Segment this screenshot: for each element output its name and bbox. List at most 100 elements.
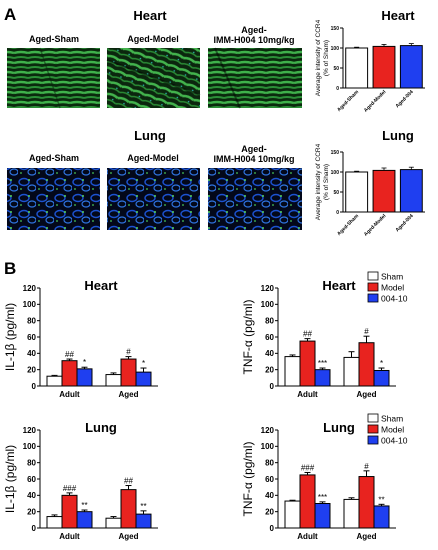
x-tick-label: Adult <box>297 532 318 541</box>
y-tick-label: 0 <box>270 524 275 533</box>
y-tick-label: 100 <box>331 170 340 176</box>
y-tick-label: 60 <box>27 475 36 484</box>
legend-label: Sham <box>381 272 403 282</box>
bar <box>399 45 423 89</box>
x-tick-label: Adult <box>297 390 318 399</box>
heart-micrograph-drug <box>208 48 302 108</box>
lung-micrograph-model <box>107 168 200 230</box>
legend-label: Model <box>381 283 404 293</box>
significance-mark: ## <box>124 477 133 486</box>
y-tick-label: 40 <box>265 349 274 358</box>
chart-a-lung-title: Lung <box>382 128 414 143</box>
y-tick-label: 100 <box>261 442 275 451</box>
y-tick-label: 60 <box>265 475 274 484</box>
y-tick-label: 100 <box>23 300 37 309</box>
legend-label: Sham <box>381 414 403 424</box>
bar-model <box>120 489 137 529</box>
bar-model <box>61 360 78 387</box>
heart-image-label-drug: Aged-IMM-H004 10mg/kg <box>213 25 294 45</box>
x-tick-label: Aged-Sham <box>336 89 360 113</box>
x-tick-label: Aged-Model <box>363 89 388 114</box>
legend-label: 004-10 <box>381 436 408 446</box>
chart-title: Heart <box>84 278 118 293</box>
bar-004-10 <box>135 371 152 387</box>
chart-title: Lung <box>323 420 355 435</box>
y-tick-label: 100 <box>23 442 37 451</box>
chart-lung-tnfa: 0 20 40 60 80 100 120 TNF-α (pg/ml) Lung ### *** Ad… <box>241 414 408 542</box>
y-tick-label: 50 <box>333 190 339 196</box>
bar-model <box>299 340 316 387</box>
x-tick-label: Aged <box>119 390 139 399</box>
x-tick-label: Adult <box>59 532 80 541</box>
x-tick-label: Aged <box>119 532 139 541</box>
heart-micrograph-model <box>107 48 200 108</box>
y-tick-label: 150 <box>331 150 340 156</box>
y-tick-label: 0 <box>336 210 339 216</box>
bar-004-10 <box>373 369 390 387</box>
y-tick-label: 80 <box>27 458 36 467</box>
bar-sham <box>46 516 63 529</box>
y-tick-label: 120 <box>261 426 275 435</box>
x-tick-label: Aged <box>357 532 377 541</box>
legend-label: 004-10 <box>381 294 408 304</box>
legend-swatch-sham <box>367 413 379 423</box>
heart-image-label-sham: Aged-Sham <box>29 34 79 44</box>
y-tick-label: 120 <box>23 426 37 435</box>
x-tick-label: Aged-Model <box>363 213 388 238</box>
lung-image-label-model: Aged-Model <box>127 153 179 163</box>
y-tick-label: 20 <box>265 507 274 516</box>
y-tick-label: 120 <box>23 284 37 293</box>
significance-mark: ** <box>81 501 87 510</box>
y-axis-label: IL-1β (pg/ml) <box>3 303 17 371</box>
bar-sham <box>284 356 301 387</box>
significance-mark: * <box>380 359 383 368</box>
legend-swatch-004-10 <box>367 293 379 303</box>
legend-swatch-model <box>367 282 379 292</box>
bar <box>372 169 396 213</box>
chart-title: Heart <box>322 278 356 293</box>
significance-mark: *** <box>318 493 327 502</box>
bar-model <box>61 494 78 529</box>
y-axis-label: Average intensity of CCR4(% of Sham) <box>315 19 330 96</box>
y-tick-label: 0 <box>270 382 275 391</box>
bar <box>372 45 396 89</box>
y-tick-label: 20 <box>265 365 274 374</box>
y-tick-label: 40 <box>27 491 36 500</box>
lung-section-title: Lung <box>134 128 166 143</box>
significance-mark: ### <box>63 484 77 493</box>
y-axis-label: IL-1β (pg/ml) <box>3 445 17 513</box>
heart-section-title: Heart <box>133 8 167 23</box>
y-tick-label: 60 <box>265 333 274 342</box>
y-tick-label: 0 <box>336 86 339 92</box>
bar-004-10 <box>135 513 152 529</box>
bar-004-10 <box>373 505 390 529</box>
y-tick-label: 100 <box>261 300 275 309</box>
bar <box>345 47 369 89</box>
significance-mark: ** <box>140 502 146 511</box>
significance-mark: # <box>364 462 369 471</box>
y-axis-label: Average intensity of CCR4(% of Sham) <box>315 143 330 220</box>
lung-micrograph-sham <box>7 168 100 230</box>
significance-mark: ## <box>303 330 312 339</box>
y-tick-label: 20 <box>27 507 36 516</box>
bar-004-10 <box>76 368 93 387</box>
x-tick-label: Aged-004 <box>395 89 415 109</box>
heart-image-label-model: Aged-Model <box>127 34 179 44</box>
significance-mark: *** <box>318 359 327 368</box>
chart-a-heart-title: Heart <box>381 8 415 23</box>
bar-model <box>358 476 375 529</box>
bar-sham <box>343 356 360 387</box>
y-tick-label: 80 <box>265 458 274 467</box>
y-tick-label: 20 <box>27 365 36 374</box>
bar-sham <box>105 517 122 529</box>
y-tick-label: 80 <box>265 316 274 325</box>
bar-sham <box>343 498 360 529</box>
bar-sham <box>284 500 301 529</box>
significance-mark: ** <box>378 495 384 504</box>
bar-model <box>299 474 316 529</box>
bar-004-10 <box>314 369 331 387</box>
panel-b-letter: B <box>4 259 16 278</box>
